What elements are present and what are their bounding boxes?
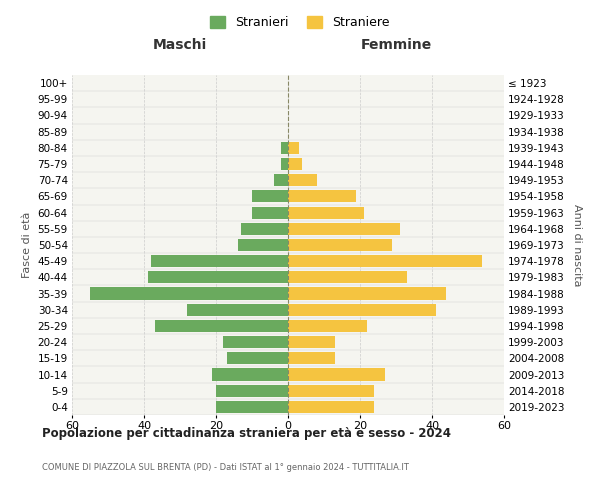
Bar <box>288 401 374 413</box>
Bar <box>288 304 436 316</box>
Bar <box>274 174 288 186</box>
Legend: Stranieri, Straniere: Stranieri, Straniere <box>205 11 395 34</box>
Bar <box>151 255 288 268</box>
Bar <box>90 288 288 300</box>
Bar <box>288 368 385 380</box>
Bar <box>288 288 446 300</box>
Bar <box>288 222 400 235</box>
Bar <box>288 352 335 364</box>
Bar <box>288 384 374 397</box>
Bar <box>281 142 288 154</box>
Text: Popolazione per cittadinanza straniera per età e sesso - 2024: Popolazione per cittadinanza straniera p… <box>42 428 451 440</box>
Bar <box>227 352 288 364</box>
Bar <box>288 320 367 332</box>
Bar <box>187 304 288 316</box>
Bar <box>252 190 288 202</box>
Bar <box>252 206 288 218</box>
Bar <box>288 272 407 283</box>
Bar <box>288 255 482 268</box>
Bar <box>281 158 288 170</box>
Bar <box>216 401 288 413</box>
Y-axis label: Fasce di età: Fasce di età <box>22 212 32 278</box>
Bar <box>288 174 317 186</box>
Bar <box>212 368 288 380</box>
Bar <box>238 239 288 251</box>
Bar <box>288 190 356 202</box>
Text: Maschi: Maschi <box>153 38 207 52</box>
Bar <box>288 336 335 348</box>
Bar <box>241 222 288 235</box>
Bar <box>148 272 288 283</box>
Bar <box>288 142 299 154</box>
Text: Femmine: Femmine <box>361 38 431 52</box>
Y-axis label: Anni di nascita: Anni di nascita <box>572 204 581 286</box>
Bar <box>216 384 288 397</box>
Bar <box>223 336 288 348</box>
Text: COMUNE DI PIAZZOLA SUL BRENTA (PD) - Dati ISTAT al 1° gennaio 2024 - TUTTITALIA.: COMUNE DI PIAZZOLA SUL BRENTA (PD) - Dat… <box>42 462 409 471</box>
Bar <box>155 320 288 332</box>
Bar <box>288 206 364 218</box>
Bar <box>288 158 302 170</box>
Bar <box>288 239 392 251</box>
